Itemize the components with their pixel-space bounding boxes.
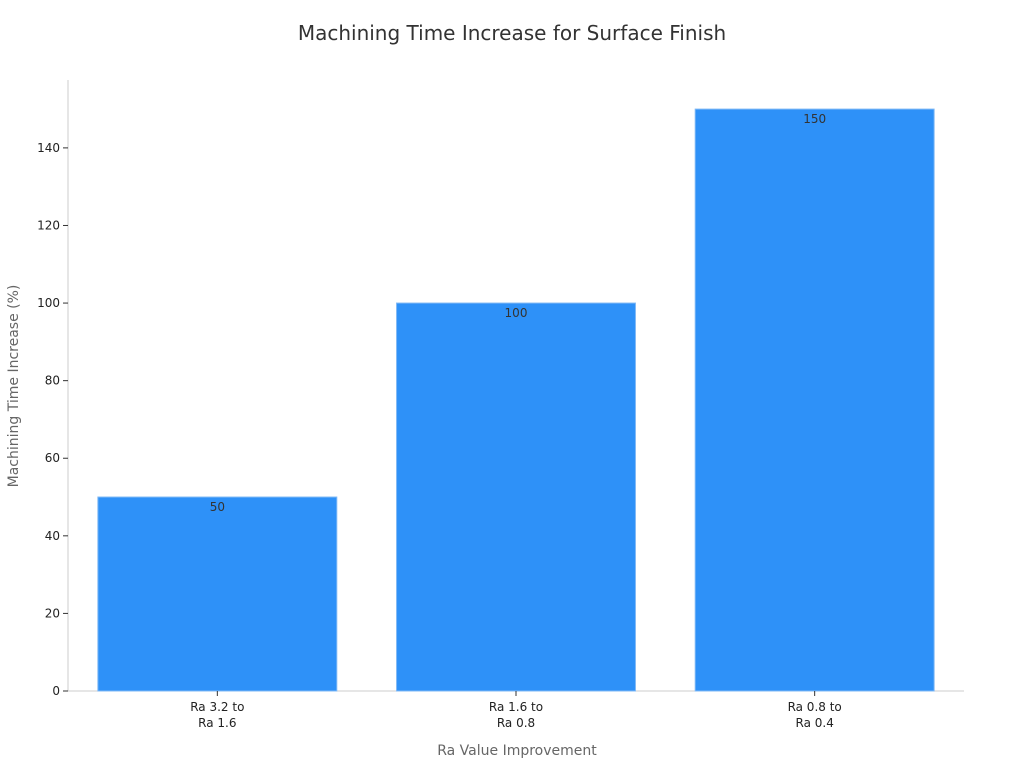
x-tick-label-line: Ra 1.6	[198, 716, 236, 730]
y-tick-label: 40	[45, 529, 60, 543]
y-tick-label: 60	[45, 451, 60, 465]
y-tick-label: 20	[45, 606, 60, 620]
x-tick-label-line: Ra 0.8 to	[788, 700, 842, 714]
x-tick-label-line: Ra 0.4	[796, 716, 834, 730]
data-label: 150	[803, 112, 826, 126]
y-tick-label: 140	[37, 141, 60, 155]
y-tick-label: 0	[52, 684, 60, 698]
data-label: 50	[210, 500, 225, 514]
x-tick-label: Ra 3.2 to Ra 1.6	[190, 700, 244, 730]
x-tick-label: Ra 1.6 to Ra 0.8	[489, 700, 543, 730]
y-axis-ticks: 0 20 40 60 80 100 120 140	[37, 141, 68, 698]
bar	[694, 108, 935, 692]
bar-series	[97, 108, 935, 692]
x-tick-label: Ra 0.8 to Ra 0.4	[788, 700, 842, 730]
x-axis-title: Ra Value Improvement	[437, 743, 597, 759]
y-axis-title: Machining Time Increase (%)	[6, 285, 22, 488]
x-tick-label-line: Ra 1.6 to	[489, 700, 543, 714]
bar	[97, 496, 338, 692]
y-tick-label: 80	[45, 374, 60, 388]
x-axis-labels: Ra 3.2 to Ra 1.6Ra 1.6 to Ra 0.8Ra 0.8 to R…	[190, 691, 842, 730]
x-tick-label-line: Ra 0.8	[497, 716, 535, 730]
x-tick-label-line: Ra 3.2 to	[190, 700, 244, 714]
data-label: 100	[505, 306, 528, 320]
y-tick-label: 100	[37, 296, 60, 310]
bar	[396, 302, 636, 692]
chart-title: Machining Time Increase for Surface Fini…	[298, 21, 726, 45]
y-tick-label: 120	[37, 218, 60, 232]
data-labels: 50 100 150	[210, 112, 826, 514]
